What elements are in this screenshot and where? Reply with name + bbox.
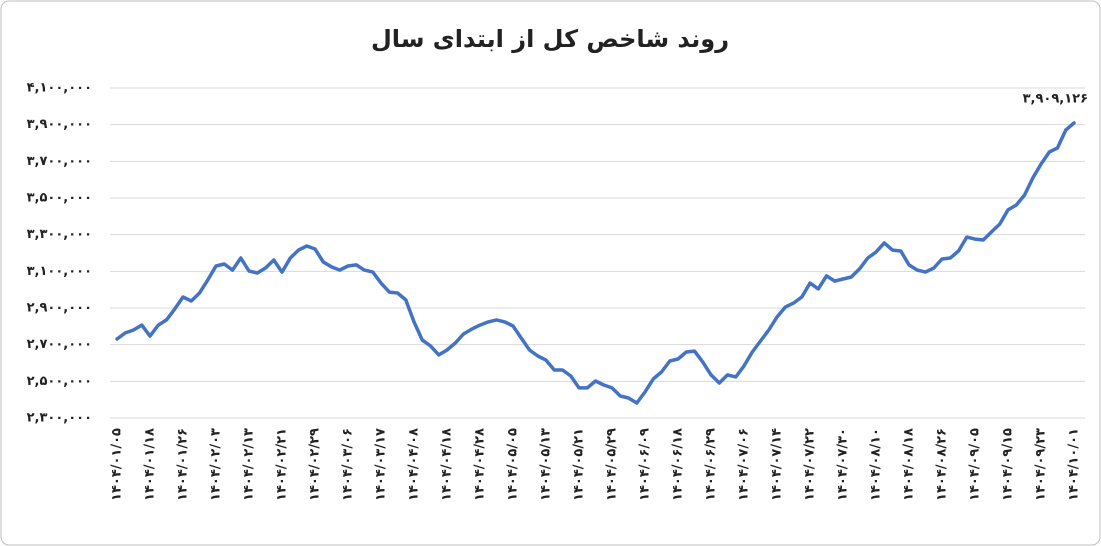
x-tick-label: ۱۴۰۴/۰۹/۰۵ — [968, 428, 983, 501]
y-tick-label: ۲,۳۰۰,۰۰۰ — [27, 411, 92, 426]
x-tick-label: ۱۴۰۴/۰۹/۲۳ — [1034, 428, 1049, 501]
x-tick-label: ۱۴۰۴/۰۴/۱۸ — [440, 428, 455, 501]
y-tick-label: ۳,۹۰۰,۰۰۰ — [27, 117, 92, 132]
chart-title: روند شاخص کل از ابتدای سال — [371, 25, 729, 53]
x-tick-label: ۱۴۰۴/۰۲/۲۱ — [275, 428, 290, 501]
x-tick-label: ۱۴۰۴/۰۸/۲۶ — [935, 428, 950, 501]
y-tick-label: ۳,۱۰۰,۰۰۰ — [27, 264, 92, 279]
y-tick-label: ۳,۷۰۰,۰۰۰ — [27, 154, 92, 169]
x-tick-label: ۱۴۰۴/۰۳/۰۶ — [341, 428, 356, 501]
y-tick-label: ۲,۹۰۰,۰۰۰ — [27, 301, 92, 316]
y-tick-label: ۳,۵۰۰,۰۰۰ — [27, 191, 92, 206]
x-tick-label: ۱۴۰۴/۰۸/۱۰ — [869, 428, 884, 501]
x-tick-label: ۱۴۰۴/۰۶/۱۸ — [671, 428, 686, 501]
x-tick-label: ۱۴۰۴/۰۵/۲۹ — [605, 428, 620, 501]
x-tick-label: ۱۴۰۴/۰۵/۰۵ — [506, 428, 521, 501]
y-tick-label: ۳,۳۰۰,۰۰۰ — [27, 227, 92, 242]
x-tick-label: ۱۴۰۴/۱۰/۰۱ — [1067, 428, 1082, 501]
x-tick-label: ۱۴۰۴/۰۷/۲۲ — [803, 428, 818, 501]
value-label: ۳,۹۰۹,۱۲۶ — [1023, 91, 1088, 106]
y-tick-label: ۲,۷۰۰,۰۰۰ — [27, 337, 92, 352]
x-tick-label: ۱۴۰۴/۰۴/۰۸ — [407, 428, 422, 501]
x-tick-label: ۱۴۰۴/۰۵/۲۱ — [572, 428, 587, 501]
y-tick-label: ۲,۵۰۰,۰۰۰ — [27, 374, 92, 389]
x-tick-label: ۱۴۰۴/۰۲/۱۳ — [242, 428, 257, 501]
x-tick-label: ۱۴۰۴/۰۷/۱۴ — [770, 428, 785, 501]
x-tick-label: ۱۴۰۴/۰۷/۳۰ — [836, 428, 851, 501]
x-tick-label: ۱۴۰۴/۰۲/۲۹ — [308, 428, 323, 501]
x-tick-label: ۱۴۰۴/۰۹/۱۵ — [1001, 428, 1016, 501]
x-tick-label: ۱۴۰۴/۰۴/۲۸ — [473, 428, 488, 501]
x-tick-label: ۱۴۰۴/۰۸/۱۸ — [902, 428, 917, 501]
x-tick-label: ۱۴۰۴/۰۳/۱۷ — [374, 428, 389, 501]
x-tick-label: ۱۴۰۴/۰۶/۲۹ — [704, 428, 719, 501]
x-tick-label: ۱۴۰۴/۰۱/۰۵ — [110, 428, 125, 501]
x-tick-label: ۱۴۰۴/۰۷/۰۶ — [737, 428, 752, 501]
x-tick-label: ۱۴۰۴/۰۵/۱۳ — [539, 428, 554, 501]
x-tick-label: ۱۴۰۴/۰۱/۱۸ — [143, 428, 158, 501]
index-line — [115, 121, 1076, 405]
y-tick-label: ۴,۱۰۰,۰۰۰ — [27, 81, 92, 96]
x-tick-label: ۱۴۰۴/۰۱/۲۶ — [176, 428, 191, 501]
x-tick-label: ۱۴۰۴/۰۲/۰۳ — [209, 428, 224, 501]
x-tick-label: ۱۴۰۴/۰۶/۰۹ — [638, 428, 653, 501]
